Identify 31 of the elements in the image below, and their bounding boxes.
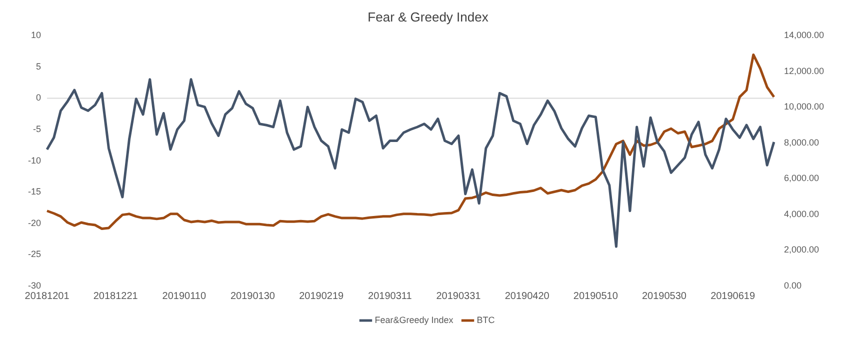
x-tick-label: 20190110: [162, 290, 206, 302]
y2-tick-label: 2,000.00: [784, 244, 820, 255]
y-tick-label: -5: [32, 124, 42, 134]
legend-label: BTC: [476, 314, 496, 325]
x-tick-label: 20190331: [436, 290, 482, 302]
y2-tick-label: 6,000.00: [784, 173, 820, 184]
y-tick-label: -30: [28, 280, 42, 290]
chart-title: Fear & Greedy Index: [368, 9, 489, 24]
y-tick-label: 10: [30, 30, 42, 40]
x-tick-label: 20190219: [299, 290, 344, 302]
y-tick-label: -10: [28, 155, 42, 166]
x-tick-label: 20190530: [642, 290, 687, 302]
x-tick-label: 20190420: [504, 290, 550, 302]
x-tick-label: 20181221: [93, 290, 138, 302]
y-tick-label: -25: [28, 249, 42, 260]
x-tick-label: 20190130: [230, 290, 276, 302]
x-tick-label: 20190619: [710, 290, 756, 302]
y-tick-label: 5: [36, 61, 42, 72]
y2-tick-label: 14,000.00: [784, 30, 824, 40]
x-tick-label: 20190311: [368, 290, 412, 302]
y2-tick-label: 12,000.00: [784, 66, 824, 76]
y-tick-label: -20: [28, 218, 42, 228]
y2-tick-label: 4,000.00: [784, 208, 820, 219]
x-tick-label: 20181201: [24, 290, 70, 302]
y2-tick-label: 10,000.00: [784, 102, 824, 112]
y2-tick-label: 8,000.00: [784, 137, 820, 148]
legend-label: Fear&Greedy Index: [374, 314, 454, 325]
y2-tick-label: 0.00: [784, 280, 802, 290]
x-tick-label: 20190510: [573, 290, 618, 302]
y-tick-label: 0: [36, 92, 42, 103]
y-tick-label: -15: [28, 186, 42, 197]
